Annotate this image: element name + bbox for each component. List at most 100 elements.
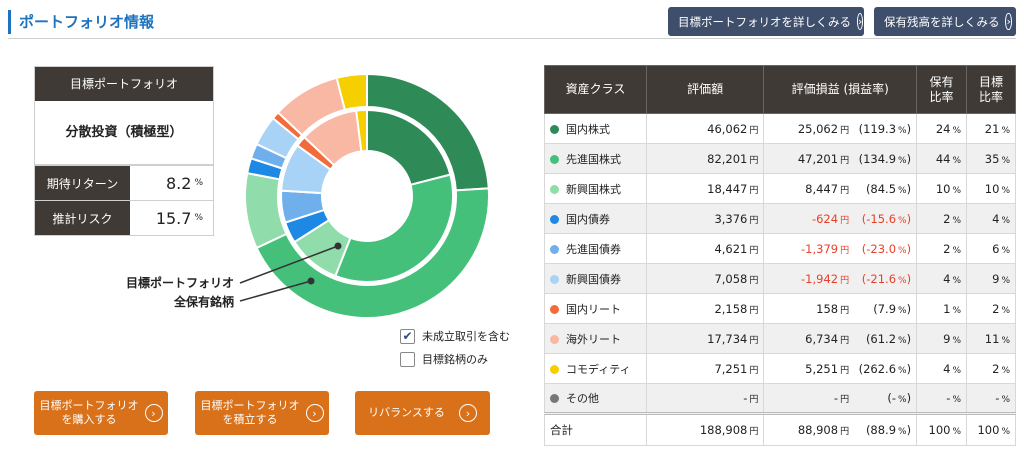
header-pl: 評価損益 (損益率) <box>763 65 918 114</box>
pl-cell: - 円 (-%) <box>763 383 918 414</box>
held-ratio-cell: 2% <box>916 203 968 234</box>
include-pending-checkbox[interactable]: ✔ 未成立取引を含む <box>400 328 510 344</box>
header-value: 評価額 <box>645 65 765 114</box>
page-title-bar: ポートフォリオ情報 <box>8 10 154 34</box>
buy-target-portfolio-button[interactable]: 目標ポートフォリオ を購入する › <box>34 391 168 435</box>
target-portfolio-panel: 目標ポートフォリオ 分散投資（積極型） 期待リターン 8.2% 推計リスク 15… <box>34 66 214 236</box>
target-ratio-cell: -% <box>966 383 1016 414</box>
target-ratio-cell: 2% <box>966 353 1016 384</box>
pl-cell: 47,201 円 (134.9%) <box>763 143 918 174</box>
chevron-right-icon: › <box>144 404 163 422</box>
chevron-right-icon: › <box>1005 13 1012 30</box>
table-row: 先進国債券 4,621 円 -1,379 円 (-23.0%) 2% 6% <box>544 233 1016 264</box>
held-ratio-cell: 4% <box>916 263 968 294</box>
pl-rate: (7.9%) <box>873 301 912 316</box>
checkmark-icon: ✔ <box>400 328 415 344</box>
asset-class-cell: 新興国株式 <box>544 173 647 204</box>
expected-return-label: 期待リターン <box>35 166 130 200</box>
chevron-right-icon: › <box>305 404 324 422</box>
pl-cell: 158 円 (7.9%) <box>763 293 918 324</box>
pl-cell: -1,379 円 (-23.0%) <box>763 233 918 264</box>
accumulate-target-portfolio-label: 目標ポートフォリオ を積立する <box>200 399 300 426</box>
holdings-ring-slice-3 <box>244 171 288 250</box>
target-ratio-cell: 2% <box>966 293 1016 324</box>
legend-dot-icon <box>550 334 559 344</box>
target-portfolio-heading: 目標ポートフォリオ <box>35 67 213 101</box>
total-row: 合計 188,908 円 88,908 円 (88.9%) 100% 100% <box>544 412 1016 446</box>
table-row: コモディティ 7,251 円 5,251 円 (262.6%) 4% 2% <box>544 353 1016 384</box>
table-row: 国内債券 3,376 円 -624 円 (-15.6%) 2% 4% <box>544 203 1016 234</box>
view-holdings-button[interactable]: 保有残高を詳しくみる › <box>874 7 1016 36</box>
pl-cell: 25,062 円 (119.3%) <box>763 113 918 144</box>
held-ratio-cell: 10% <box>916 173 968 204</box>
view-target-portfolio-button[interactable]: 目標ポートフォリオを詳しくみる › <box>668 7 864 36</box>
rebalance-button[interactable]: リバランスする › <box>355 391 490 435</box>
value-cell: 82,201 円 <box>645 143 765 174</box>
value-cell: -円 <box>645 383 765 414</box>
pl-cell: 6,734 円 (61.2%) <box>763 323 918 354</box>
target-ratio-cell: 4% <box>966 203 1016 234</box>
estimated-risk-value: 15.7% <box>155 208 203 228</box>
value-cell: 18,447 円 <box>645 173 765 204</box>
asset-class-cell: 先進国債券 <box>544 233 647 264</box>
table-row: その他 - 円 - 円 (-%) -% -% <box>544 383 1016 414</box>
target-ratio-cell: 9% <box>966 263 1016 294</box>
expected-return-row: 期待リターン 8.2% <box>35 165 213 200</box>
total-target-ratio: 100% <box>966 412 1016 446</box>
chevron-right-icon: › <box>458 404 477 422</box>
target-only-label: 目標銘柄のみ <box>422 353 488 366</box>
total-value: 188,908 円 <box>645 412 765 446</box>
held-ratio-cell: -% <box>916 383 968 414</box>
target-only-checkbox[interactable]: 目標銘柄のみ <box>400 351 488 367</box>
total-pl: 88,908 円 (88.9%) <box>763 412 918 446</box>
target-ratio-cell: 35% <box>966 143 1016 174</box>
asset-class-cell: 国内債券 <box>544 203 647 234</box>
held-ratio-cell: 9% <box>916 323 968 354</box>
page-title: ポートフォリオ情報 <box>19 13 155 31</box>
target-ratio-cell: 21% <box>966 113 1016 144</box>
view-target-portfolio-label: 目標ポートフォリオを詳しくみる <box>678 14 851 29</box>
asset-class-table: 資産クラス 評価額 評価損益 (損益率) 保有 比率 目標 比率 国内株式 46,06… <box>544 65 1016 446</box>
table-row: 先進国株式 82,201 円 47,201 円 (134.9%) 44% 35% <box>544 143 1016 174</box>
header-held-ratio: 保有 比率 <box>916 65 968 114</box>
target-ratio-cell: 6% <box>966 233 1016 264</box>
table-row: 国内リート 2,158 円 158 円 (7.9%) 1% 2% <box>544 293 1016 324</box>
held-ratio-cell: 24% <box>916 113 968 144</box>
value-cell: 3,376 円 <box>645 203 765 234</box>
pl-rate: (-%) <box>887 391 912 405</box>
pl-rate: (84.5%) <box>865 181 912 196</box>
chevron-right-icon: › <box>856 13 864 30</box>
asset-class-cell: 新興国債券 <box>544 263 647 294</box>
accumulate-target-portfolio-button[interactable]: 目標ポートフォリオ を積立する › <box>195 391 329 435</box>
value-cell: 7,251 円 <box>645 353 765 384</box>
value-cell: 7,058 円 <box>645 263 765 294</box>
header-asset-class: 資産クラス <box>544 65 647 114</box>
legend-dot-icon <box>550 394 559 403</box>
table-row: 新興国株式 18,447 円 8,447 円 (84.5%) 10% 10% <box>544 173 1016 204</box>
title-divider <box>8 38 1016 39</box>
held-ratio-cell: 4% <box>916 353 968 384</box>
total-label: 合計 <box>544 412 647 446</box>
asset-class-cell: 先進国株式 <box>544 143 647 174</box>
checkbox-empty-icon <box>400 351 415 367</box>
asset-class-cell: 国内リート <box>544 293 647 324</box>
target-ratio-cell: 11% <box>966 323 1016 354</box>
value-cell: 17,734 円 <box>645 323 765 354</box>
held-ratio-cell: 1% <box>916 293 968 324</box>
asset-class-cell: 国内株式 <box>544 113 647 144</box>
table-row: 海外リート 17,734 円 6,734 円 (61.2%) 9% 11% <box>544 323 1016 354</box>
pl-rate: (119.3%) <box>858 121 912 136</box>
header-target-ratio: 目標 比率 <box>966 65 1016 114</box>
holdings-ring-slice-9 <box>335 73 368 112</box>
pl-cell: -1,942 円 (-21.6%) <box>763 263 918 294</box>
target-portfolio-name: 分散投資（積極型） <box>35 101 213 165</box>
asset-class-cell: コモディティ <box>544 353 647 384</box>
rebalance-label: リバランスする <box>368 406 445 419</box>
pl-rate: (262.6%) <box>858 361 912 376</box>
pl-rate: (-15.6%) <box>861 211 912 226</box>
holdings-ring-label: 全保有銘柄 <box>174 295 235 309</box>
include-pending-label: 未成立取引を含む <box>422 330 510 343</box>
value-cell: 2,158 円 <box>645 293 765 324</box>
allocation-donut-chart <box>244 73 490 319</box>
legend-dot-icon <box>550 244 559 254</box>
